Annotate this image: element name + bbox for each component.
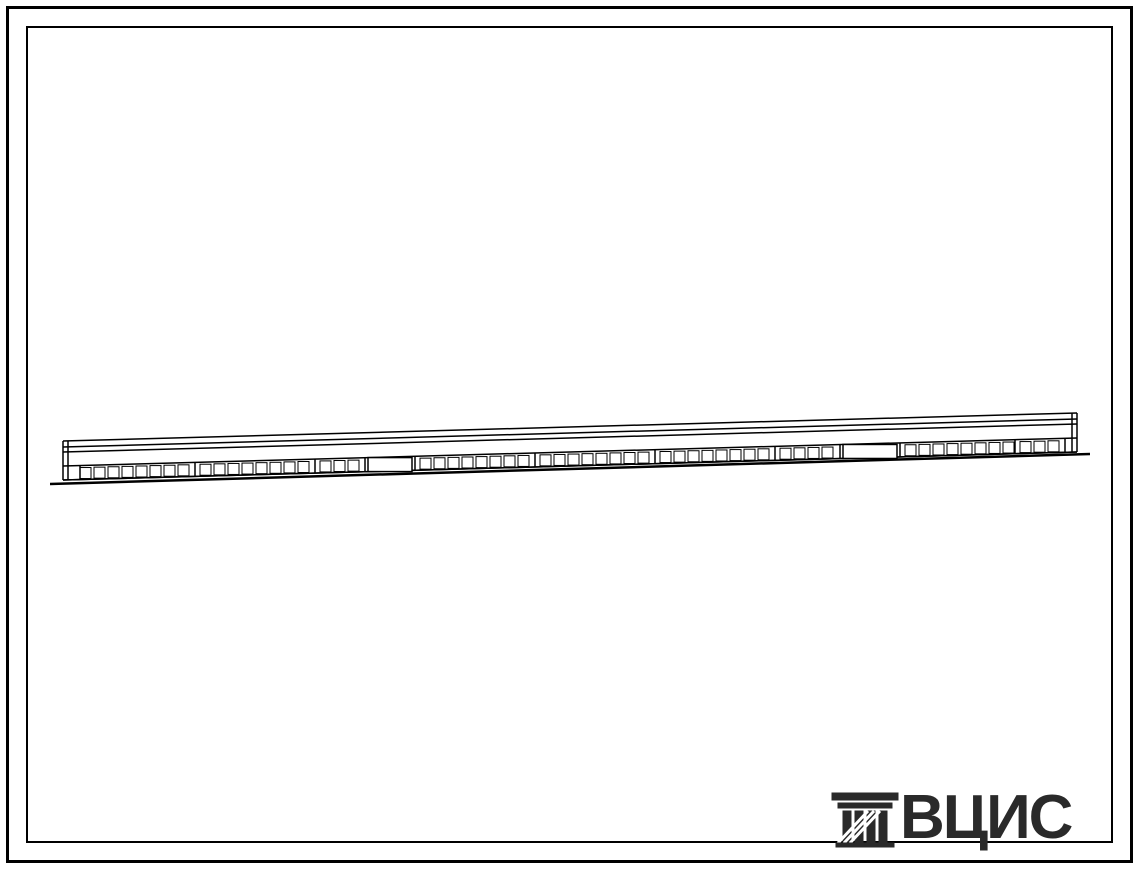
logo-container: ВЦИС [830, 782, 1071, 853]
building-svg [50, 390, 1090, 500]
logo-icon [830, 787, 900, 849]
building-elevation-drawing [0, 0, 1139, 869]
logo-text: ВЦИС [900, 782, 1071, 853]
